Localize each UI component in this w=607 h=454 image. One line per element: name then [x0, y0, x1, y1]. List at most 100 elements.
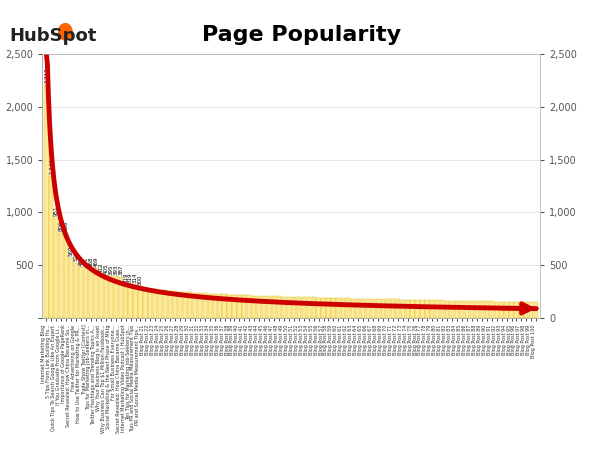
Text: Blog Post 31: Blog Post 31: [190, 325, 195, 355]
Text: 806: 806: [64, 221, 69, 232]
Bar: [391, 299, 395, 318]
Bar: [203, 293, 207, 318]
Text: Importance of Google PageRank: Importance of Google PageRank: [61, 325, 66, 404]
Text: How to Use Twitter for Marketing & PR...: How to Use Twitter for Marketing & PR...: [76, 325, 81, 423]
Text: Blog Post 71: Blog Post 71: [388, 325, 393, 355]
Text: 314: 314: [133, 273, 138, 283]
Bar: [188, 292, 192, 318]
Bar: [376, 299, 380, 318]
Bar: [331, 298, 336, 318]
Text: Blog Post 86: Blog Post 86: [462, 325, 467, 355]
Bar: [247, 296, 251, 318]
Text: Twitter Hashtags and Trending Topics A...: Twitter Hashtags and Trending Topics A..…: [91, 325, 96, 425]
Text: Blog Post 77: Blog Post 77: [418, 325, 422, 355]
Text: Blog Post 80: Blog Post 80: [432, 325, 437, 355]
Text: Blog Post 99: Blog Post 99: [526, 325, 531, 355]
Bar: [470, 301, 474, 318]
Text: 806: 806: [59, 221, 64, 232]
Text: Blog Post 38: Blog Post 38: [225, 325, 229, 355]
Text: Blog Post 82: Blog Post 82: [443, 325, 447, 355]
Text: Blog Post 58: Blog Post 58: [324, 325, 328, 355]
Bar: [307, 297, 311, 318]
Text: Blog Post 50: Blog Post 50: [284, 325, 289, 355]
Text: Blog Post 87: Blog Post 87: [467, 325, 472, 355]
Text: Blog Post 74: Blog Post 74: [402, 325, 408, 355]
Bar: [89, 268, 93, 318]
Text: Internet Marketing Blog: Internet Marketing Blog: [41, 325, 47, 383]
Text: Blog Post 100: Blog Post 100: [531, 325, 536, 358]
Text: Blog Post 61: Blog Post 61: [338, 325, 344, 355]
Text: 481: 481: [78, 255, 84, 266]
Bar: [534, 302, 538, 318]
Bar: [222, 294, 226, 318]
Text: 412: 412: [98, 262, 103, 273]
Bar: [509, 302, 514, 318]
Bar: [44, 85, 49, 318]
Text: Blog Post 65: Blog Post 65: [358, 325, 363, 355]
Text: Blog Post 33: Blog Post 33: [200, 325, 205, 355]
Bar: [460, 301, 464, 318]
Text: Blog Post 45: Blog Post 45: [259, 325, 264, 355]
Text: Blog Post 55: Blog Post 55: [308, 325, 314, 355]
Bar: [356, 299, 361, 318]
Bar: [430, 300, 435, 318]
Text: PR and Social Media Measurement Tips...: PR and Social Media Measurement Tips...: [135, 325, 140, 425]
Text: Why Business Can Top $1 Million Facebook...: Why Business Can Top $1 Million Facebook…: [101, 325, 106, 433]
Text: Blog Post 94: Blog Post 94: [501, 325, 507, 355]
Bar: [173, 291, 177, 318]
Bar: [415, 300, 419, 318]
Text: Blog Post 92: Blog Post 92: [492, 325, 497, 355]
Text: Blog Post 44: Blog Post 44: [254, 325, 259, 355]
Text: 469: 469: [93, 257, 98, 267]
Bar: [114, 276, 118, 318]
Bar: [297, 297, 301, 318]
Bar: [237, 295, 242, 318]
Bar: [292, 297, 296, 318]
Text: Blog Post 24: Blog Post 24: [155, 325, 160, 355]
Bar: [198, 293, 202, 318]
Bar: [440, 301, 444, 318]
Bar: [529, 302, 534, 318]
Text: For Small Business Everyone...: For Small Business Everyone...: [110, 325, 116, 400]
Text: 319: 319: [128, 272, 133, 283]
Text: Blog Post 97: Blog Post 97: [517, 325, 521, 355]
Bar: [59, 233, 63, 318]
Bar: [74, 263, 78, 318]
Bar: [371, 299, 375, 318]
Bar: [385, 299, 390, 318]
Text: Blog Post 41: Blog Post 41: [239, 325, 245, 355]
Bar: [311, 297, 316, 318]
Bar: [520, 302, 523, 318]
Text: Blog Post 56: Blog Post 56: [314, 325, 319, 355]
Text: Blog Post 29: Blog Post 29: [180, 325, 185, 355]
Text: 300: 300: [138, 274, 143, 285]
Text: Blog Post 51: Blog Post 51: [289, 325, 294, 355]
Text: Blog Post 37: Blog Post 37: [220, 325, 225, 355]
Bar: [524, 302, 529, 318]
Text: Blog Post 32: Blog Post 32: [195, 325, 200, 355]
Bar: [500, 302, 504, 318]
Text: Blog Post 89: Blog Post 89: [477, 325, 482, 355]
Text: Blog Post 54: Blog Post 54: [304, 325, 309, 355]
Text: Blog Post 84: Blog Post 84: [452, 325, 457, 355]
Text: Blog Post 83: Blog Post 83: [447, 325, 452, 355]
Text: Internet Marketing Video Podcast | HubSpot: Internet Marketing Video Podcast | HubSp…: [120, 325, 126, 432]
Text: Blog Post 90: Blog Post 90: [482, 325, 487, 355]
Bar: [405, 300, 410, 318]
Text: Blog Post 81: Blog Post 81: [437, 325, 443, 355]
Text: Blog Post 39: Blog Post 39: [229, 325, 234, 355]
Text: Blog Post 26: Blog Post 26: [165, 325, 170, 355]
Text: 471: 471: [84, 256, 89, 266]
Bar: [346, 298, 350, 318]
Bar: [143, 288, 148, 318]
Text: 319: 319: [123, 272, 128, 283]
Bar: [232, 295, 237, 318]
Text: Blog Post 48: Blog Post 48: [274, 325, 279, 355]
Text: Quick Tips To Search Google Like An Expert: Quick Tips To Search Google Like An Expe…: [52, 325, 56, 430]
Text: Social Marketing & the Next Phase of Mktg: Social Marketing & the Next Phase of Mkt…: [106, 325, 110, 429]
Bar: [455, 301, 459, 318]
Bar: [287, 297, 291, 318]
Bar: [485, 301, 489, 318]
Text: Blog Post 64: Blog Post 64: [353, 325, 358, 355]
Text: Blog Post 66: Blog Post 66: [363, 325, 368, 355]
